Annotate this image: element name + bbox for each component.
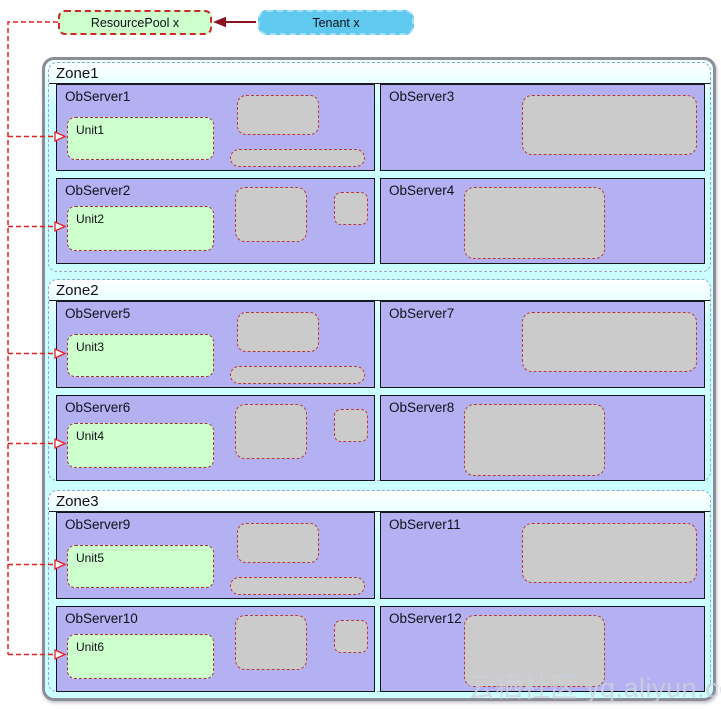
- empty-unit-slot[interactable]: [334, 192, 368, 225]
- zone-title: Zone3: [49, 491, 710, 512]
- observer-6[interactable]: ObServer6 Unit4: [56, 395, 375, 481]
- unit-node[interactable]: Unit3: [67, 334, 214, 377]
- unit-node[interactable]: Unit1: [67, 117, 214, 160]
- zone-1[interactable]: Zone1 ObServer1 Unit1 ObServer3 ObServer…: [48, 62, 711, 272]
- observer-label: ObServer1: [65, 89, 131, 104]
- cluster-container: Zone1 ObServer1 Unit1 ObServer3 ObServer…: [42, 57, 716, 701]
- observer-3[interactable]: ObServer3: [380, 84, 705, 171]
- zone-label: Zone3: [56, 493, 99, 510]
- empty-unit-slot[interactable]: [464, 615, 605, 687]
- empty-unit-slot[interactable]: [237, 95, 319, 135]
- empty-unit-slot[interactable]: [334, 409, 368, 442]
- empty-unit-slot[interactable]: [235, 615, 307, 670]
- observer-7[interactable]: ObServer7: [380, 301, 705, 388]
- zone-title: Zone1: [49, 63, 710, 84]
- observer-2[interactable]: ObServer2 Unit2: [56, 178, 375, 264]
- observer-label: ObServer10: [65, 611, 138, 626]
- observer-label: ObServer8: [389, 400, 455, 415]
- empty-unit-slot[interactable]: [464, 187, 605, 259]
- observer-10[interactable]: ObServer10 Unit6: [56, 606, 375, 692]
- observer-label: ObServer2: [65, 183, 131, 198]
- tenant-node[interactable]: Tenant x: [258, 10, 414, 35]
- zone-title: Zone2: [49, 280, 710, 301]
- empty-unit-slot[interactable]: [334, 620, 368, 653]
- zone-label: Zone2: [56, 282, 99, 299]
- tenant-arrow: [213, 16, 256, 28]
- observer-label: ObServer4: [389, 183, 455, 198]
- observer-label: ObServer6: [65, 400, 131, 415]
- resource-pool-label: ResourcePool x: [90, 15, 180, 30]
- zone-2[interactable]: Zone2 ObServer5 Unit3 ObServer7 ObServer…: [48, 279, 711, 481]
- empty-unit-slot[interactable]: [237, 312, 319, 352]
- unit-label: Unit1: [76, 123, 105, 137]
- observer-9[interactable]: ObServer9 Unit5: [56, 512, 375, 599]
- unit-label: Unit6: [76, 640, 105, 654]
- empty-unit-slot[interactable]: [522, 523, 697, 583]
- unit-node[interactable]: Unit4: [67, 423, 214, 468]
- observer-1[interactable]: ObServer1 Unit1: [56, 84, 375, 171]
- empty-unit-slot[interactable]: [230, 577, 365, 595]
- observer-label: ObServer5: [65, 306, 131, 321]
- zone-label: Zone1: [56, 65, 99, 82]
- observer-label: ObServer9: [65, 517, 131, 532]
- observer-12[interactable]: ObServer12: [380, 606, 705, 692]
- empty-unit-slot[interactable]: [230, 149, 365, 167]
- empty-unit-slot[interactable]: [235, 187, 307, 242]
- tenant-label: Tenant x: [312, 15, 360, 30]
- unit-label: Unit3: [76, 340, 105, 354]
- observer-4[interactable]: ObServer4: [380, 178, 705, 264]
- observer-label: ObServer12: [389, 611, 462, 626]
- zone-3[interactable]: Zone3 ObServer9 Unit5 ObServer11 ObServe…: [48, 490, 711, 692]
- observer-11[interactable]: ObServer11: [380, 512, 705, 599]
- empty-unit-slot[interactable]: [230, 366, 365, 384]
- empty-unit-slot[interactable]: [522, 95, 697, 155]
- unit-label: Unit4: [76, 429, 105, 443]
- empty-unit-slot[interactable]: [235, 404, 307, 459]
- unit-node[interactable]: Unit6: [67, 634, 214, 679]
- observer-label: ObServer11: [389, 517, 461, 532]
- empty-unit-slot[interactable]: [237, 523, 319, 563]
- unit-node[interactable]: Unit2: [67, 206, 214, 251]
- observer-label: ObServer7: [389, 306, 455, 321]
- resource-pool-node[interactable]: ResourcePool x: [58, 10, 212, 35]
- unit-label: Unit5: [76, 551, 105, 565]
- observer-5[interactable]: ObServer5 Unit3: [56, 301, 375, 388]
- unit-label: Unit2: [76, 212, 105, 226]
- unit-node[interactable]: Unit5: [67, 545, 214, 588]
- observer-8[interactable]: ObServer8: [380, 395, 705, 481]
- empty-unit-slot[interactable]: [522, 312, 697, 372]
- empty-unit-slot[interactable]: [464, 404, 605, 476]
- observer-label: ObServer3: [389, 89, 455, 104]
